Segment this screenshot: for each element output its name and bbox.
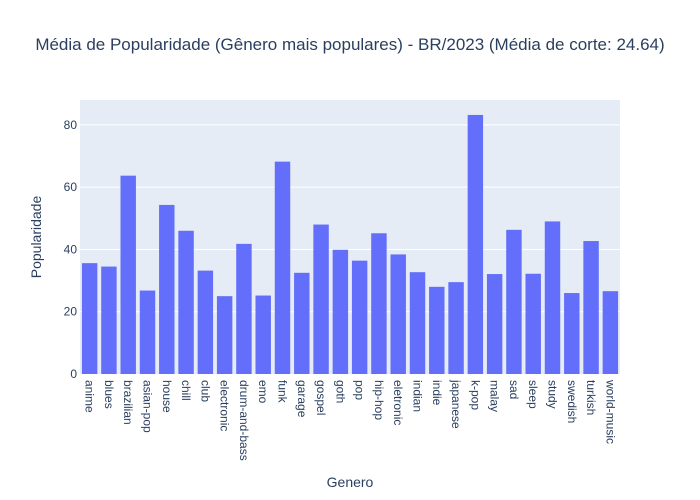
x-tick-label: swedish: [565, 380, 579, 423]
x-tick-label: world-music: [603, 379, 617, 444]
x-tick-label: garage: [295, 380, 309, 418]
x-tick-label: gospel: [314, 380, 328, 415]
y-tick-label: 40: [64, 242, 78, 256]
bar-indian[interactable]: [409, 272, 426, 374]
x-axis-title: Genero: [327, 474, 374, 490]
y-tick-label: 0: [70, 367, 77, 381]
bar-turkish[interactable]: [583, 241, 599, 374]
bar-goth[interactable]: [332, 249, 349, 374]
bar-funk[interactable]: [274, 161, 291, 374]
bar-indie[interactable]: [429, 286, 445, 374]
x-tick-label: japanese: [449, 379, 463, 429]
y-tick-label: 80: [64, 118, 78, 132]
bar-anime[interactable]: [81, 263, 98, 374]
x-tick-label: pop: [353, 380, 367, 400]
x-tick-label: sleep: [526, 380, 540, 409]
bar-garage[interactable]: [294, 272, 310, 374]
x-tick-label: indian: [411, 380, 425, 412]
y-tick-label: 60: [64, 180, 78, 194]
bar-japanese[interactable]: [448, 282, 464, 374]
x-tick-label: funk: [276, 380, 290, 404]
x-tick-label: drum-and-bass: [237, 380, 251, 461]
x-tick-label: brazilian: [121, 380, 135, 425]
bar-series: [81, 114, 619, 374]
bar-club[interactable]: [197, 270, 214, 374]
bar-asian-pop[interactable]: [139, 290, 156, 374]
bar-pop[interactable]: [351, 260, 368, 374]
y-axis-ticks: 0 20 40 60 80: [64, 118, 78, 381]
bar-sad[interactable]: [506, 229, 522, 374]
bar-electronic[interactable]: [216, 296, 233, 374]
x-axis-ticks: anime blues brazilian asian-pop house chill cl…: [83, 379, 618, 461]
bar-study[interactable]: [544, 221, 561, 374]
bar-blues[interactable]: [101, 266, 117, 374]
bar-drum-and-bass[interactable]: [236, 243, 252, 374]
x-tick-label: malay: [488, 380, 502, 412]
x-tick-label: sad: [507, 380, 521, 399]
x-tick-label: anime: [83, 380, 97, 413]
x-tick-label: goth: [333, 380, 347, 403]
x-tick-label: hip-hop: [372, 380, 386, 420]
x-tick-label: turkish: [584, 380, 598, 415]
bar-gospel[interactable]: [313, 224, 329, 374]
x-tick-label: asian-pop: [141, 380, 155, 433]
bar-malay[interactable]: [486, 274, 503, 374]
bar-swedish[interactable]: [564, 293, 580, 374]
x-tick-label: indie: [430, 380, 444, 406]
chart-title: Média de Popularidade (Gênero mais popul…: [35, 35, 664, 54]
bar-hip-hop[interactable]: [371, 233, 387, 374]
bar-sleep[interactable]: [525, 273, 541, 374]
x-tick-label: blues: [102, 380, 116, 409]
x-tick-label: chill: [179, 380, 193, 401]
bar-house[interactable]: [159, 204, 175, 374]
bar-chill[interactable]: [178, 230, 194, 374]
x-tick-label: eletronic: [391, 380, 405, 425]
bar-eletronic[interactable]: [390, 254, 406, 374]
bar-emo[interactable]: [255, 295, 271, 374]
bar-k-pop[interactable]: [467, 114, 484, 374]
x-tick-label: emo: [256, 380, 270, 404]
bar-brazilian[interactable]: [120, 175, 136, 374]
x-tick-label: electronic: [218, 380, 232, 431]
y-tick-label: 20: [64, 305, 78, 319]
y-axis-title: Popularidade: [28, 196, 44, 279]
x-tick-label: k-pop: [468, 380, 482, 410]
x-tick-label: study: [546, 380, 560, 409]
x-tick-label: house: [160, 380, 174, 413]
x-tick-label: club: [198, 380, 212, 402]
bar-world-music[interactable]: [602, 291, 619, 374]
